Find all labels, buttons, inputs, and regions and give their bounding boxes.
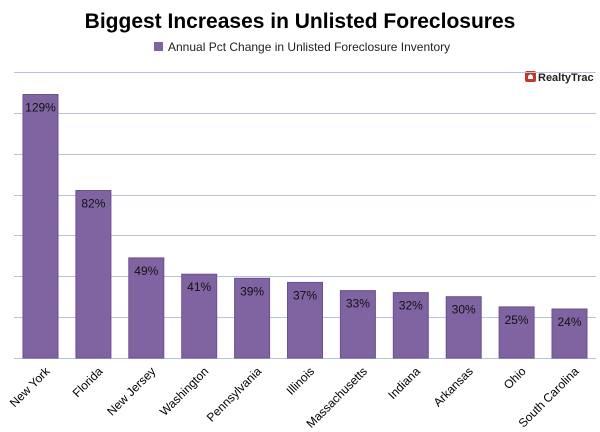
bar: [498, 306, 535, 359]
data-label: 49%: [134, 264, 158, 278]
x-tick-label: Washington: [157, 364, 211, 418]
bar-labels: 129% 82% 49% 41% 39% 37% 33% 32% 30% 25% 24%: [25, 101, 582, 330]
bars: [22, 94, 588, 359]
bar: [181, 273, 218, 359]
realtytrac-logo: RealtyTrac: [525, 71, 594, 84]
data-label: 33%: [346, 297, 370, 311]
x-tick-label: Florida: [70, 364, 106, 400]
legend-swatch: [154, 42, 163, 51]
data-label: 24%: [557, 315, 581, 329]
x-tick-label: Illinois: [284, 364, 317, 397]
bar: [392, 292, 429, 359]
data-label: 41%: [187, 280, 211, 294]
data-label: 37%: [293, 288, 317, 302]
bar: [445, 296, 482, 359]
data-label: 82%: [81, 197, 105, 211]
x-tick-label: Ohio: [501, 364, 529, 392]
logo-text: RealtyTrac: [538, 72, 594, 84]
x-tick-label: Pennsylvania: [204, 364, 265, 425]
bar: [287, 281, 323, 359]
legend: Annual Pct Change in Unlisted Foreclosur…: [154, 40, 450, 54]
data-label: 25%: [505, 313, 529, 327]
chart-title: Biggest Increases in Unlisted Foreclosur…: [85, 10, 516, 33]
bar: [551, 308, 588, 359]
x-tick-label: New York: [7, 364, 53, 410]
x-tick-label: Indiana: [385, 364, 423, 402]
data-label: 32%: [399, 299, 423, 313]
data-label: 129%: [25, 101, 56, 115]
bar: [22, 94, 59, 359]
bar: [128, 257, 165, 359]
bar: [339, 290, 376, 359]
x-tick-label: Arkansas: [431, 364, 476, 409]
bar: [234, 277, 271, 359]
x-tick-label: New Jersey: [104, 364, 158, 418]
data-label: 39%: [240, 284, 264, 298]
data-label: 30%: [452, 303, 476, 317]
legend-label: Annual Pct Change in Unlisted Foreclosur…: [168, 40, 450, 54]
bar: [75, 190, 112, 359]
logo-house-glyph: [528, 74, 533, 79]
